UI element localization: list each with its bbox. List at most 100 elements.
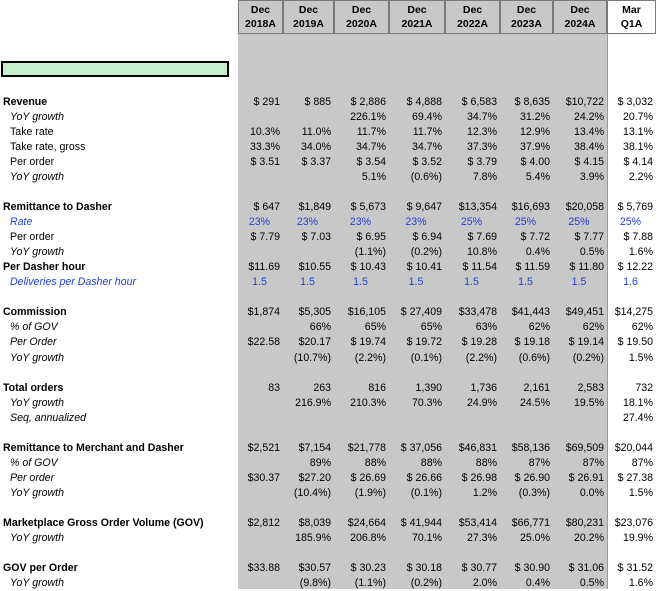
row-label[interactable]: Take rate	[10, 126, 54, 139]
data-cell[interactable]: 66%	[309, 321, 331, 334]
data-cell[interactable]: 27.3%	[466, 531, 497, 544]
row-label[interactable]: Revenue	[3, 96, 48, 108]
data-cell[interactable]: $53,414	[458, 516, 497, 529]
row-label[interactable]: Per Order	[10, 336, 57, 349]
data-cell[interactable]: 87%	[631, 456, 653, 469]
data-cell[interactable]: $ 26.91	[568, 471, 604, 484]
data-cell[interactable]: $ 4.14	[623, 156, 653, 169]
data-cell[interactable]: 23%	[248, 216, 271, 229]
data-cell[interactable]: $16,105	[347, 306, 386, 319]
data-cell[interactable]: 88%	[420, 456, 442, 469]
data-cell[interactable]: 88%	[475, 456, 497, 469]
data-cell[interactable]: $ 9,647	[406, 201, 442, 214]
data-cell[interactable]: 2,161	[523, 381, 550, 394]
data-cell[interactable]: $5,305	[298, 306, 331, 319]
column-header[interactable]: Dec 2020A	[334, 0, 389, 34]
data-cell[interactable]: (0.2%)	[572, 351, 604, 364]
data-cell[interactable]: 1,736	[470, 381, 497, 394]
data-cell[interactable]: $8,039	[298, 516, 331, 529]
row-label[interactable]: YoY growth	[10, 531, 64, 544]
data-cell[interactable]: $ 5,769	[617, 201, 653, 214]
data-cell[interactable]: $14,275	[614, 306, 653, 319]
row-label[interactable]: Per order	[10, 471, 55, 484]
data-cell[interactable]: 23%	[296, 216, 319, 229]
data-cell[interactable]: 65%	[364, 321, 386, 334]
column-header[interactable]: Dec 2023A	[500, 0, 553, 34]
data-cell[interactable]: 2.2%	[628, 171, 653, 184]
data-cell[interactable]: $ 7.72	[520, 231, 550, 244]
data-cell[interactable]: $22.58	[247, 336, 280, 349]
data-cell[interactable]: (0.2%)	[410, 246, 442, 259]
data-cell[interactable]: $ 11.54	[462, 261, 497, 274]
data-cell[interactable]: $ 11.80	[569, 261, 604, 274]
row-label[interactable]: Per order	[10, 231, 55, 244]
data-cell[interactable]: 11.7%	[356, 126, 386, 139]
data-cell[interactable]: 38.4%	[573, 141, 604, 154]
data-cell[interactable]: $ 291	[253, 96, 280, 108]
data-cell[interactable]: 1.5	[464, 276, 479, 289]
data-cell[interactable]: (0.3%)	[518, 486, 550, 499]
data-cell[interactable]: 27.4%	[622, 411, 653, 424]
data-cell[interactable]: 210.3%	[350, 396, 386, 409]
data-cell[interactable]: $24,664	[347, 516, 386, 529]
data-cell[interactable]: 31.2%	[519, 111, 550, 124]
data-cell[interactable]: 1.6%	[628, 576, 653, 589]
data-cell[interactable]: $58,136	[511, 441, 550, 454]
row-label[interactable]: Per Dasher hour	[3, 261, 86, 274]
data-cell[interactable]: $ 11.59	[515, 261, 550, 274]
column-header[interactable]: Dec 2019A	[283, 0, 334, 34]
data-cell[interactable]: 732	[635, 381, 653, 394]
data-cell[interactable]: $ 31.52	[617, 561, 653, 574]
data-cell[interactable]: $66,771	[511, 516, 550, 529]
data-cell[interactable]: $ 5,673	[350, 201, 386, 214]
data-cell[interactable]: $ 30.18	[406, 561, 442, 574]
data-cell[interactable]: $ 37,056	[400, 441, 442, 454]
data-cell[interactable]: 34.7%	[355, 141, 386, 154]
data-cell[interactable]: 23%	[405, 216, 427, 229]
data-cell[interactable]: 62%	[528, 321, 550, 334]
data-cell[interactable]: $20,044	[614, 441, 653, 454]
data-cell[interactable]: 1.6%	[628, 246, 653, 259]
data-cell[interactable]: $ 4,888	[406, 96, 442, 108]
data-cell[interactable]: $7,154	[298, 441, 331, 454]
data-cell[interactable]: 24.2%	[573, 111, 604, 124]
data-cell[interactable]: $10.55	[298, 261, 331, 274]
data-cell[interactable]: $ 41,944	[400, 516, 442, 529]
data-cell[interactable]: 263	[313, 381, 331, 394]
data-cell[interactable]: $80,231	[565, 516, 604, 529]
data-cell[interactable]: 89%	[309, 456, 331, 469]
data-cell[interactable]: $ 27.38	[617, 471, 653, 484]
data-cell[interactable]: 10.8%	[466, 246, 497, 259]
data-cell[interactable]: (1.1%)	[354, 576, 386, 589]
data-cell[interactable]: $2,812	[247, 516, 280, 529]
row-label[interactable]: Marketplace Gross Order Volume (GOV)	[3, 516, 204, 529]
data-cell[interactable]: $21,778	[347, 441, 386, 454]
data-cell[interactable]: $ 26.90	[514, 471, 550, 484]
data-cell[interactable]: (0.6%)	[518, 351, 550, 364]
row-label[interactable]: Rate	[10, 216, 33, 229]
data-cell[interactable]: $ 26.98	[461, 471, 497, 484]
column-header[interactable]: Dec 2024A	[553, 0, 607, 34]
data-cell[interactable]: 1.5	[353, 276, 368, 289]
row-label[interactable]: YoY growth	[10, 171, 64, 184]
data-cell[interactable]: $1,849	[298, 201, 331, 214]
data-cell[interactable]: 1.6	[623, 276, 638, 289]
data-cell[interactable]: $ 10.43	[350, 261, 386, 274]
data-cell[interactable]: 83	[268, 381, 280, 394]
data-cell[interactable]: 25.0%	[519, 531, 550, 544]
data-cell[interactable]: $ 7.03	[301, 231, 331, 244]
data-cell[interactable]: 1.5	[571, 276, 587, 289]
data-cell[interactable]: 1.5	[252, 276, 267, 289]
data-cell[interactable]: 0.4%	[525, 246, 550, 259]
data-cell[interactable]: 1.2%	[472, 486, 497, 499]
data-cell[interactable]: 1.5%	[628, 486, 653, 499]
row-label[interactable]: Remittance to Merchant and Dasher	[3, 441, 184, 454]
data-cell[interactable]: 13.4%	[573, 126, 604, 139]
data-cell[interactable]: 25%	[568, 216, 590, 229]
data-cell[interactable]: 70.1%	[411, 531, 442, 544]
data-cell[interactable]: 88%	[364, 456, 386, 469]
data-cell[interactable]: 1.5	[518, 276, 533, 289]
data-cell[interactable]: 34.7%	[466, 111, 497, 124]
data-cell[interactable]: (9.8%)	[299, 576, 331, 589]
data-cell[interactable]: $ 7.69	[467, 231, 497, 244]
